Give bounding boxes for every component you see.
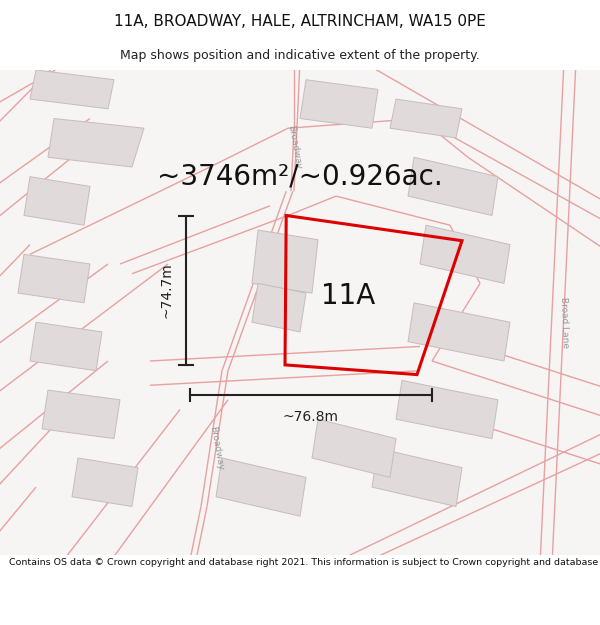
Text: Broad Lane: Broad Lane: [559, 296, 569, 348]
Polygon shape: [18, 254, 90, 302]
Polygon shape: [420, 225, 510, 283]
Polygon shape: [216, 458, 306, 516]
Polygon shape: [300, 80, 378, 128]
Polygon shape: [30, 322, 102, 371]
Polygon shape: [72, 458, 138, 506]
Polygon shape: [252, 230, 318, 293]
Polygon shape: [390, 99, 462, 138]
Polygon shape: [408, 302, 510, 361]
Polygon shape: [42, 390, 120, 439]
Polygon shape: [30, 70, 114, 109]
Text: Map shows position and indicative extent of the property.: Map shows position and indicative extent…: [120, 49, 480, 62]
Text: Broadway: Broadway: [286, 125, 302, 171]
Text: ~74.7m: ~74.7m: [160, 262, 174, 318]
Polygon shape: [24, 177, 90, 225]
Polygon shape: [396, 381, 498, 439]
Polygon shape: [252, 283, 306, 332]
Text: 11A, BROADWAY, HALE, ALTRINCHAM, WA15 0PE: 11A, BROADWAY, HALE, ALTRINCHAM, WA15 0P…: [114, 14, 486, 29]
Text: 11A: 11A: [321, 281, 375, 309]
Polygon shape: [312, 419, 396, 478]
Text: Broadway: Broadway: [208, 426, 224, 471]
Text: Contains OS data © Crown copyright and database right 2021. This information is : Contains OS data © Crown copyright and d…: [9, 558, 600, 566]
Polygon shape: [408, 158, 498, 216]
Polygon shape: [372, 448, 462, 506]
Text: ~76.8m: ~76.8m: [283, 410, 339, 424]
Polygon shape: [48, 119, 144, 167]
Text: ~3746m²/~0.926ac.: ~3746m²/~0.926ac.: [157, 162, 443, 191]
